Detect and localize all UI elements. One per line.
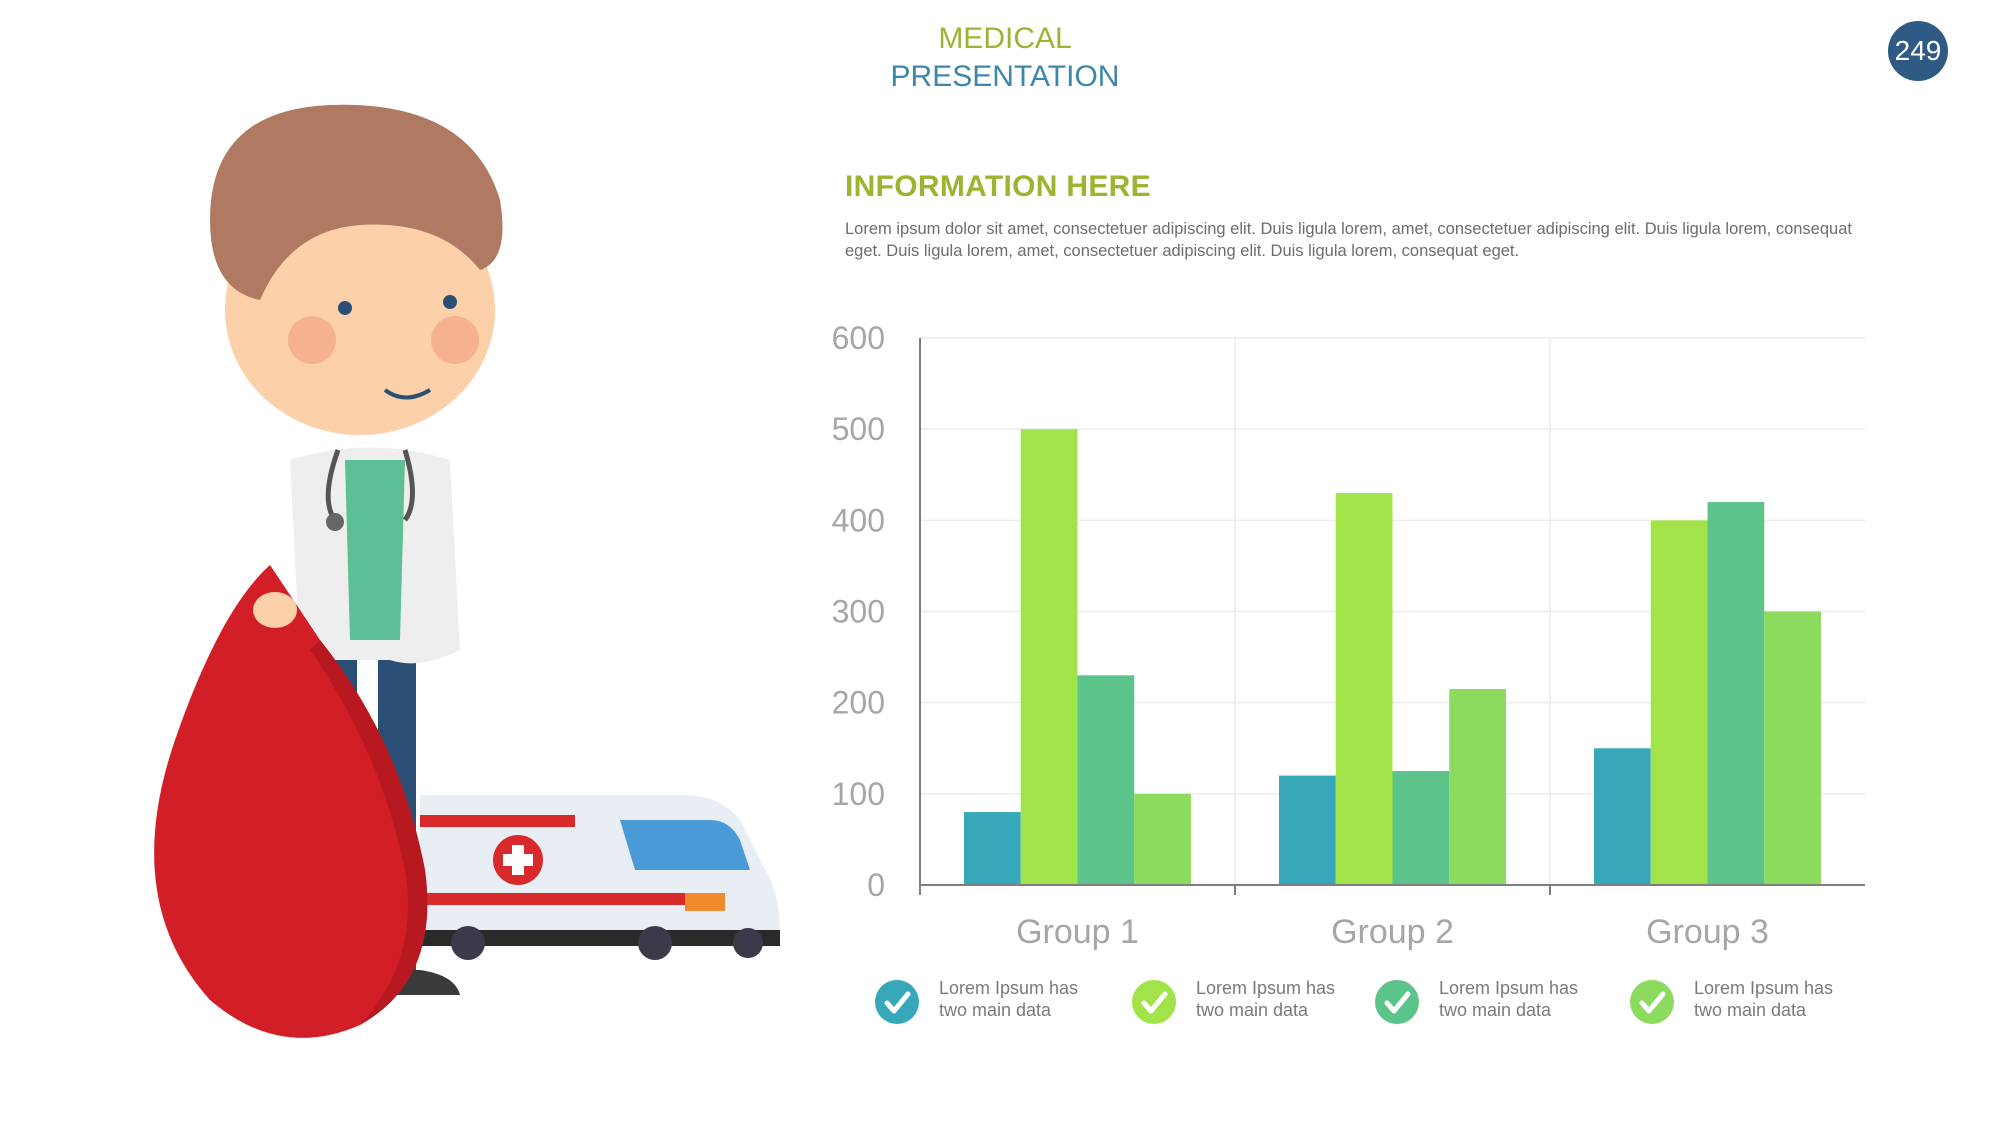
check-icon [1630, 980, 1674, 1024]
bar [1707, 502, 1765, 885]
bar [1279, 775, 1336, 885]
check-icon [1132, 980, 1176, 1024]
bar [1077, 675, 1135, 885]
info-heading: INFORMATION HERE [845, 170, 1151, 203]
bar [1134, 793, 1191, 885]
info-body: Lorem ipsum dolor sit amet, consectetuer… [845, 220, 1852, 260]
title-line-1: MEDICAL [938, 22, 1072, 55]
y-tick-label: 0 [867, 867, 885, 903]
bar [1650, 520, 1708, 885]
check-icon [1375, 980, 1419, 1024]
x-category-label: Group 3 [1646, 913, 1769, 951]
y-tick-label: 200 [832, 685, 885, 721]
bar [964, 812, 1021, 885]
bar [1594, 748, 1651, 885]
y-tick-label: 600 [832, 320, 885, 356]
y-tick-label: 300 [832, 594, 885, 630]
bar [1764, 611, 1821, 885]
y-tick-label: 400 [832, 502, 885, 538]
bar [1449, 688, 1506, 885]
y-axis-ticks: 0 100 200 300 400 500 600 [832, 320, 885, 903]
chart-axes [919, 338, 1865, 895]
legend-text: Lorem Ipsum has two main data [939, 978, 1079, 1020]
title-line-2: PRESENTATION [890, 60, 1120, 93]
x-axis-labels: Group 1 Group 2 Group 3 [1016, 913, 1769, 951]
x-category-label: Group 2 [1331, 913, 1454, 951]
y-tick-label: 100 [832, 776, 885, 812]
page-number-badge: 249 [1888, 21, 1948, 81]
y-tick-label: 500 [832, 411, 885, 447]
chart-bars [964, 429, 1821, 885]
legend-text: Lorem Ipsum has two main data [1694, 978, 1834, 1020]
doctor-illustration [154, 104, 780, 1038]
slide-title: MEDICAL PRESENTATION [805, 20, 1205, 96]
ambulance-icon [420, 795, 780, 960]
x-category-label: Group 1 [1016, 913, 1139, 951]
legend-text: Lorem Ipsum has two main data [1196, 978, 1336, 1020]
bar [1020, 429, 1078, 885]
bar [1392, 771, 1450, 885]
check-icon [875, 980, 919, 1024]
bar [1335, 492, 1393, 885]
legend-text: Lorem Ipsum has two main data [1439, 978, 1579, 1020]
